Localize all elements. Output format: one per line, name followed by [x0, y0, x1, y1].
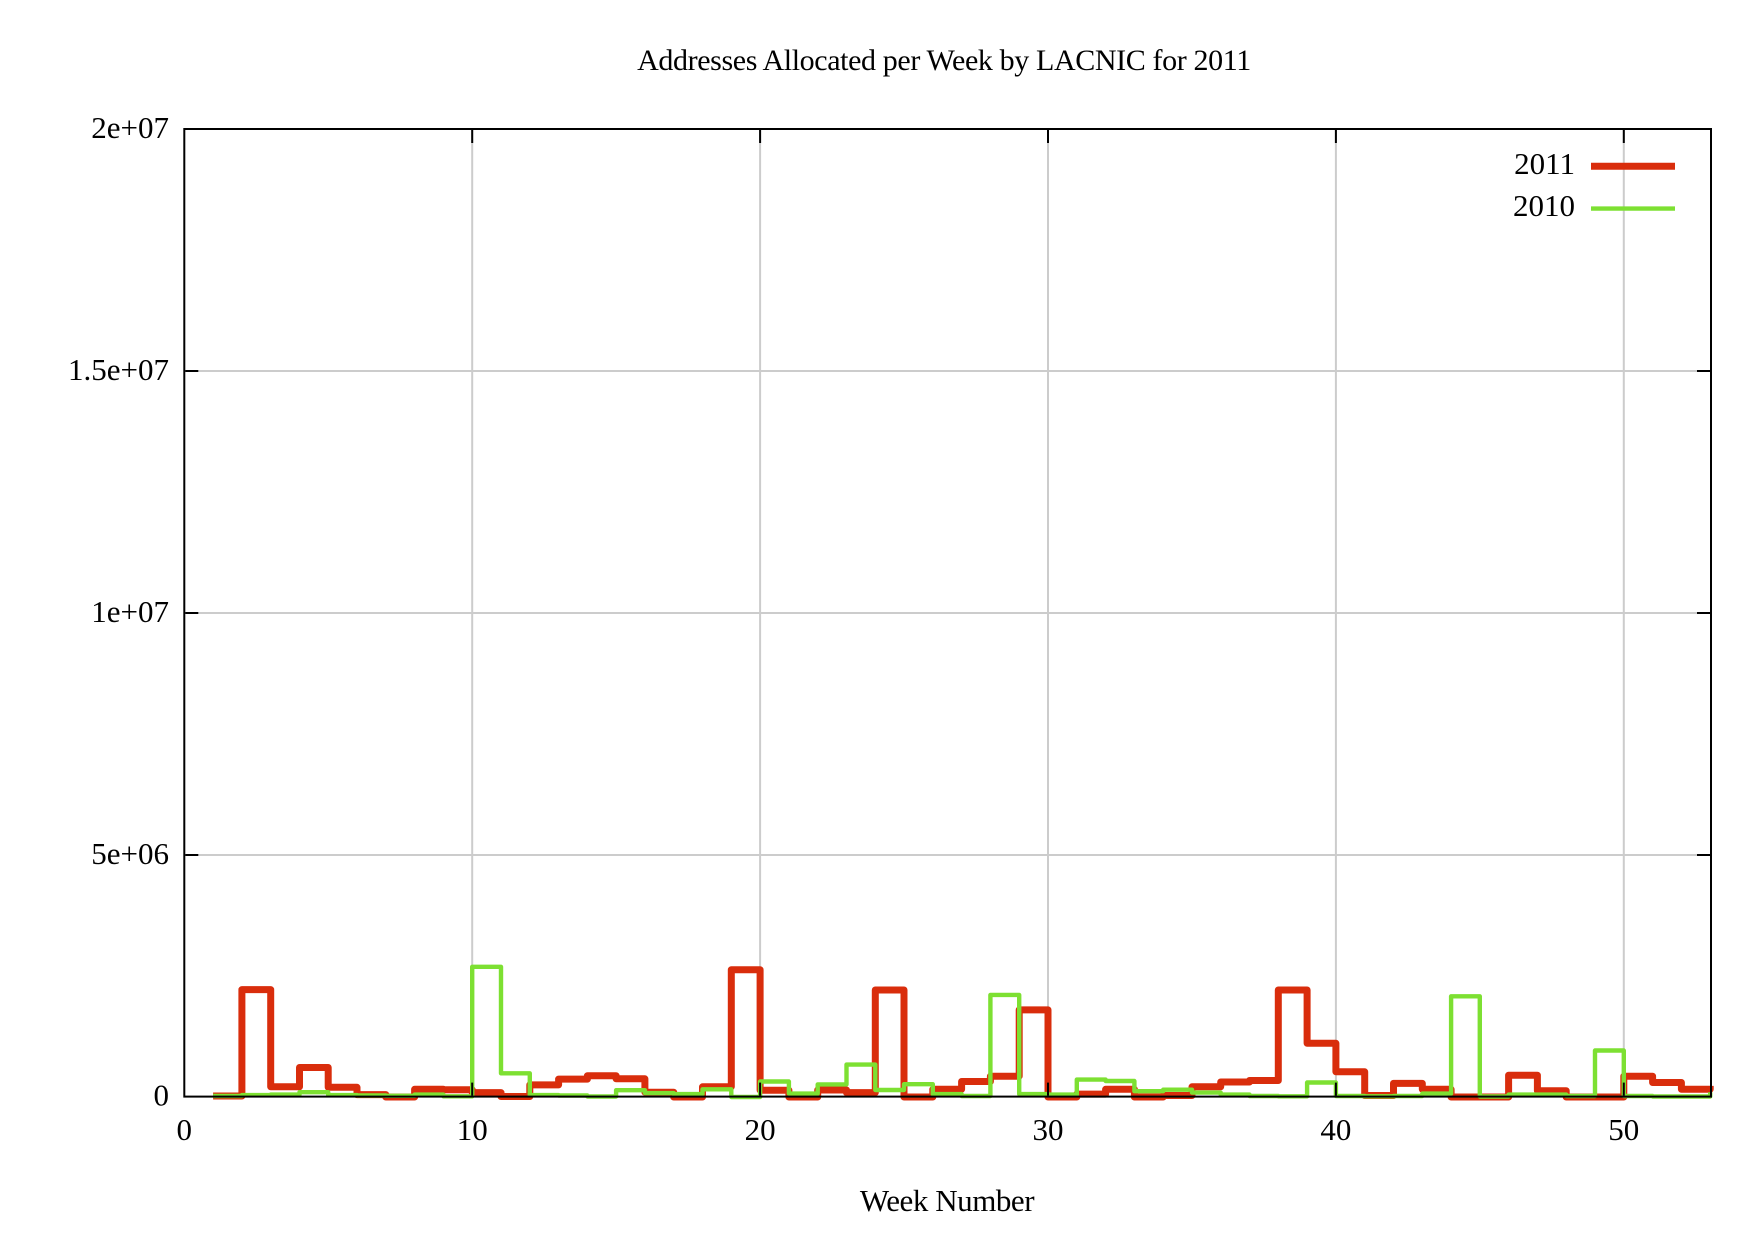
svg-text:Week Number: Week Number [860, 1183, 1035, 1218]
svg-text:1e+07: 1e+07 [91, 594, 169, 629]
svg-text:30: 30 [1033, 1112, 1064, 1147]
svg-text:40: 40 [1320, 1112, 1351, 1147]
svg-text:10: 10 [457, 1112, 488, 1147]
svg-text:20: 20 [745, 1112, 776, 1147]
svg-text:2e+07: 2e+07 [91, 110, 169, 145]
svg-text:2011: 2011 [1514, 146, 1575, 181]
svg-text:Addresses Allocated per Week b: Addresses Allocated per Week by LACNIC f… [637, 44, 1251, 77]
svg-text:5e+06: 5e+06 [91, 836, 169, 871]
svg-text:50: 50 [1608, 1112, 1639, 1147]
svg-text:0: 0 [177, 1112, 193, 1147]
svg-text:2010: 2010 [1513, 188, 1575, 223]
svg-text:1.5e+07: 1.5e+07 [68, 352, 169, 387]
svg-text:0: 0 [154, 1078, 170, 1113]
